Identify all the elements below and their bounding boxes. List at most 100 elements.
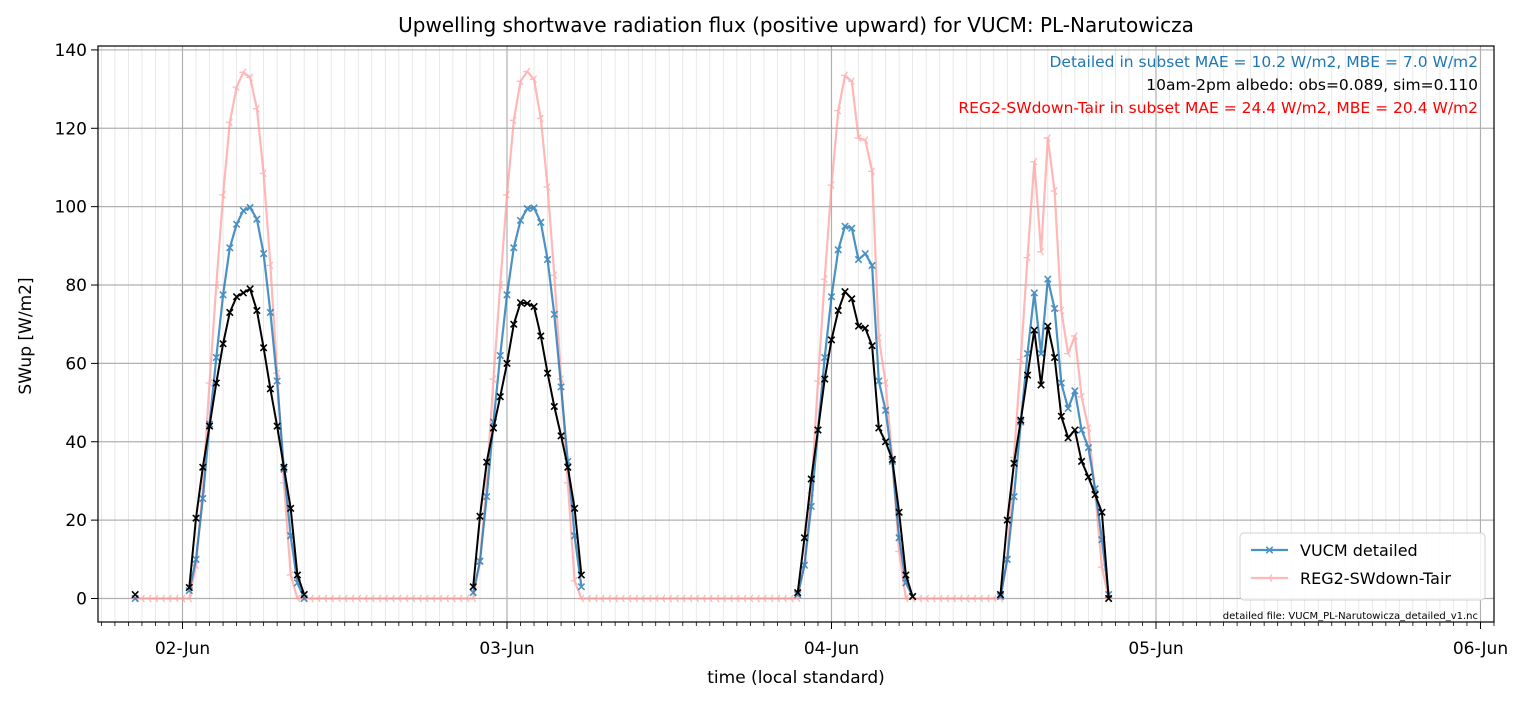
data-point <box>557 383 565 391</box>
data-point <box>955 594 963 603</box>
data-point <box>550 402 559 411</box>
data-point <box>1044 322 1052 330</box>
axis-ticks: 02-Jun 03-Jun 04-Jun 05-Jun 06-Jun 0 20 40 60 80 1… <box>55 41 1509 659</box>
data-point <box>1077 392 1085 401</box>
data-point <box>1057 306 1065 315</box>
data-point <box>813 377 821 385</box>
data-point <box>509 320 518 328</box>
data-point <box>462 594 470 603</box>
data-point <box>482 492 491 501</box>
data-point <box>820 275 828 284</box>
data-point <box>496 281 504 289</box>
data-point <box>1071 387 1079 395</box>
data-point <box>901 594 909 603</box>
data-point <box>611 594 619 603</box>
data-point <box>273 377 281 385</box>
data-point <box>861 136 869 145</box>
data-point <box>1010 492 1018 501</box>
data-point <box>219 340 227 348</box>
data-point <box>192 514 200 522</box>
data-point <box>394 594 402 603</box>
data-point <box>1057 379 1066 387</box>
data-point <box>1084 443 1093 452</box>
series-line <box>188 287 306 595</box>
annotation-text: REG2-SWdown-Tair in subset MAE = 24.4 W/… <box>958 99 1478 117</box>
data-point <box>482 458 491 466</box>
data-point <box>158 594 166 603</box>
data-point <box>1064 404 1072 413</box>
data-point <box>361 594 368 603</box>
data-point <box>144 594 152 603</box>
data-point <box>503 291 511 299</box>
data-point <box>516 77 524 86</box>
data-point <box>962 594 970 603</box>
data-point <box>590 594 598 603</box>
legend-label: VUCM detailed <box>1300 541 1418 560</box>
data-point <box>881 406 890 415</box>
data-point <box>800 533 809 542</box>
data-point <box>1030 289 1039 297</box>
series-1 <box>131 203 1113 603</box>
data-point <box>164 594 172 603</box>
data-point <box>793 590 802 599</box>
data-point <box>902 571 910 579</box>
legend-item <box>1251 574 1288 582</box>
data-point <box>212 379 221 387</box>
chart-title: Upwelling shortwave radiation flux (posi… <box>398 13 1194 37</box>
data-point <box>1084 473 1093 481</box>
data-point <box>942 594 950 603</box>
legend-label: REG2-SWdown-Tair <box>1300 569 1451 588</box>
data-point <box>280 463 288 471</box>
data-point <box>644 594 652 603</box>
data-point <box>1071 426 1079 434</box>
data-point <box>286 571 294 579</box>
data-point <box>367 594 375 603</box>
annotation-text: 10am-2pm albedo: obs=0.089, sim=0.110 <box>1146 76 1478 94</box>
data-point <box>543 369 552 377</box>
y-tick-label: 20 <box>65 511 87 531</box>
data-point <box>502 190 510 199</box>
data-point <box>577 594 585 603</box>
plot-frame <box>97 45 1495 623</box>
data-point <box>1030 326 1039 334</box>
data-point <box>293 571 302 579</box>
data-point <box>496 392 505 401</box>
data-point <box>570 576 578 585</box>
data-point <box>982 594 990 603</box>
data-point <box>604 594 612 603</box>
data-point <box>868 341 876 350</box>
data-point <box>503 359 511 368</box>
data-point <box>253 215 261 223</box>
data-point <box>651 594 659 603</box>
data-point <box>807 475 815 483</box>
data-point <box>259 169 267 178</box>
series-line <box>796 290 914 597</box>
data-point <box>442 594 450 603</box>
data-point <box>969 594 977 603</box>
series-line <box>135 70 1110 600</box>
data-point <box>908 592 917 601</box>
data-point <box>185 586 194 595</box>
data-point <box>746 594 754 603</box>
data-point <box>421 594 429 603</box>
data-point <box>1044 275 1052 283</box>
data-point <box>550 310 559 319</box>
data-point <box>753 594 761 603</box>
data-point <box>246 285 254 293</box>
footnote: detailed file: VUCM_PL-Narutowicza_detai… <box>1223 611 1478 622</box>
data-point <box>1037 349 1045 358</box>
y-tick-label: 120 <box>55 119 87 139</box>
data-point <box>205 422 214 430</box>
data-point <box>226 244 234 252</box>
data-point <box>841 71 848 80</box>
data-point <box>354 594 362 603</box>
data-point <box>1010 459 1018 468</box>
data-point <box>732 594 740 603</box>
data-point <box>624 594 632 603</box>
data-point <box>827 336 836 344</box>
data-point <box>996 592 1005 601</box>
data-point <box>868 167 875 176</box>
data-point <box>509 116 517 125</box>
data-point <box>712 594 720 603</box>
